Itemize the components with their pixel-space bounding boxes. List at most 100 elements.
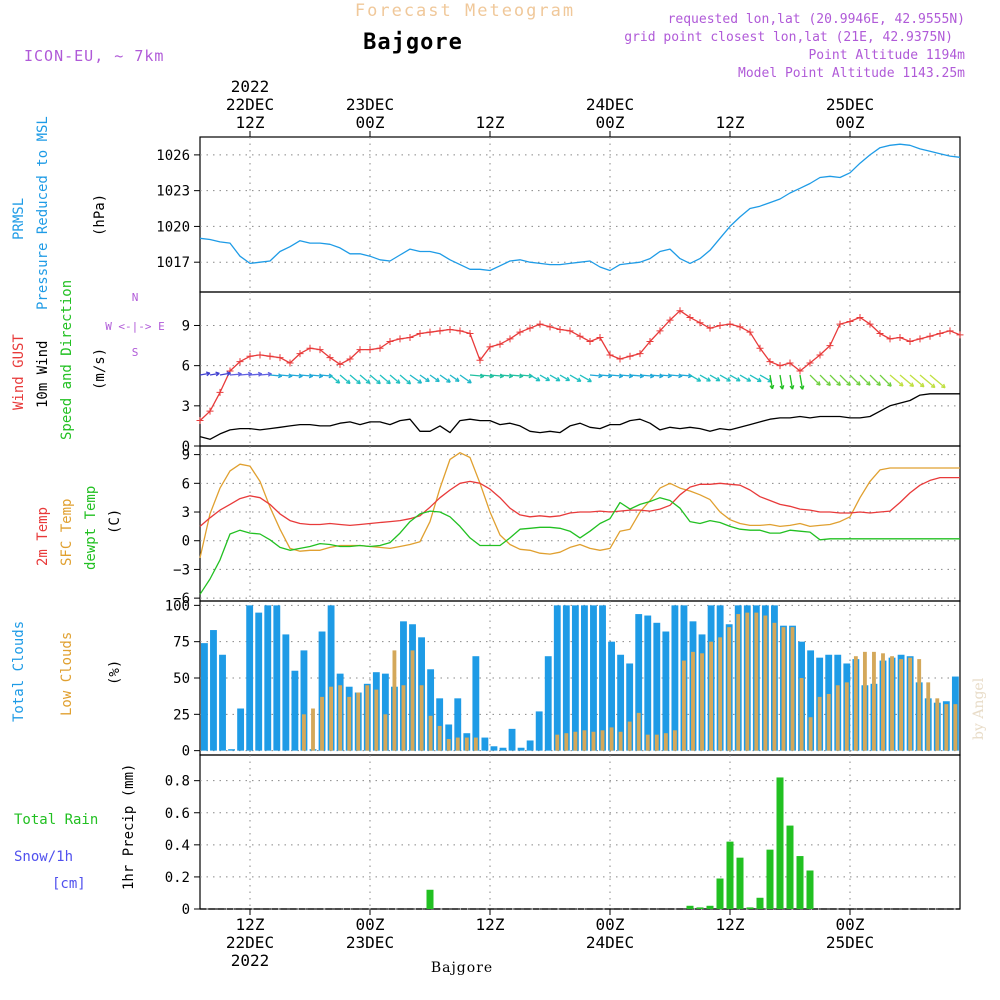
low-cloud-bar xyxy=(944,704,949,751)
low-cloud-bar xyxy=(347,696,352,751)
gust-marker xyxy=(886,335,894,343)
wind-arrow xyxy=(889,374,904,387)
low-cloud-bar xyxy=(365,685,370,751)
wind-arrowhead xyxy=(395,379,401,384)
low-cloud-bar xyxy=(636,712,641,751)
rain-bar xyxy=(426,889,434,909)
bottom-time-label: 25DEC xyxy=(826,933,874,952)
bottom-time-label: 24DEC xyxy=(586,933,634,952)
gust-marker xyxy=(716,321,724,329)
gust-marker xyxy=(266,352,274,360)
wind-arrow xyxy=(259,373,272,376)
wind-arrow xyxy=(229,373,242,376)
wind-arrowhead xyxy=(467,379,472,384)
wind-arrow xyxy=(729,374,741,382)
low-cloud-bar xyxy=(455,737,460,751)
y-tick-label: 9 xyxy=(182,318,190,334)
total-cloud-bar xyxy=(282,634,290,751)
snow-unit: [cm] xyxy=(52,876,86,892)
wind-arrowhead xyxy=(799,385,805,390)
low-cloud-bar xyxy=(917,659,922,751)
gust-marker xyxy=(556,325,564,333)
dewpt-temp-line xyxy=(199,497,960,595)
sfc-temp-line xyxy=(199,452,960,559)
low-cloud-bar xyxy=(473,737,478,751)
low-cloud-bar xyxy=(555,734,560,751)
gust-marker xyxy=(506,335,514,343)
gust-marker xyxy=(276,354,284,362)
wind-arrow xyxy=(269,374,282,377)
wind-arrow xyxy=(619,374,633,377)
gust-marker xyxy=(656,327,664,335)
wind-arrow xyxy=(869,374,881,386)
bottom-time-label: 12Z xyxy=(236,915,265,934)
wind-arrowhead xyxy=(715,376,721,382)
wind-arrow xyxy=(909,374,925,388)
top-time-label: 12Z xyxy=(476,113,505,132)
low-cloud-bar xyxy=(591,731,596,751)
wind-arrow xyxy=(539,374,550,382)
rain-bar xyxy=(736,857,744,909)
low-cloud-bar xyxy=(663,733,668,751)
wind-arrowhead xyxy=(736,377,741,382)
pressure-line xyxy=(199,143,961,272)
wind-arrow xyxy=(349,374,361,385)
gust-marker xyxy=(706,324,714,332)
wind-arrow xyxy=(719,374,731,382)
bottom-time-label: 23DEC xyxy=(346,933,394,952)
gust-marker xyxy=(636,350,644,358)
low-cloud-bar xyxy=(772,622,777,751)
temp2m-line xyxy=(199,476,960,527)
wind-arrow xyxy=(929,374,946,389)
total-cloud-bar xyxy=(608,641,615,751)
gust-marker xyxy=(566,327,574,335)
wind-arrow xyxy=(769,374,774,389)
bottom-time-label: 12Z xyxy=(716,915,745,934)
speed-direction-label: Speed and Direction xyxy=(59,280,75,440)
wind-arrowhead xyxy=(816,381,821,386)
wind-arrowhead xyxy=(706,377,711,382)
pressure-frame xyxy=(199,136,961,293)
total-cloud-bar xyxy=(318,631,326,751)
gust-marker xyxy=(686,313,694,321)
y-tick-label: 0.2 xyxy=(165,870,190,886)
low-cloud-bar xyxy=(356,692,361,751)
total-rain-label: Total Rain xyxy=(14,812,98,828)
gust-line xyxy=(199,310,961,422)
total-cloud-bar xyxy=(300,650,308,751)
y-tick-label: 3 xyxy=(182,399,190,415)
wind-arrowhead xyxy=(769,384,775,390)
gust-marker xyxy=(646,338,654,346)
top-time-label: 12Z xyxy=(716,113,745,132)
gust-marker xyxy=(496,340,504,348)
gust-marker xyxy=(366,346,374,354)
low-cloud-bar xyxy=(862,651,867,751)
gust-marker xyxy=(376,344,384,352)
gust-marker xyxy=(616,355,624,363)
total-cloud-bar xyxy=(671,605,679,751)
wind-arrow xyxy=(839,374,851,386)
gust-marker xyxy=(666,316,674,324)
rain-bar xyxy=(776,777,784,909)
wind-arrowhead xyxy=(746,377,752,382)
credit-label: by Angel xyxy=(971,677,987,740)
wind-arrow xyxy=(369,374,381,385)
gust-marker xyxy=(196,417,204,425)
gust-marker xyxy=(916,335,924,343)
total-cloud-bar xyxy=(635,614,643,751)
pressure-msl-label: Pressure Reduced to MSL xyxy=(35,116,51,310)
rain-bar xyxy=(686,905,694,909)
gust-marker xyxy=(756,344,764,352)
y-tick-label: 0.6 xyxy=(165,806,190,822)
temperature-plot: −6 −3 0 3 6 9 xyxy=(173,446,960,607)
low-cloud-bar xyxy=(654,734,659,751)
wind-arrow xyxy=(609,374,623,377)
total-cloud-bar xyxy=(481,737,489,751)
gust-marker xyxy=(346,355,354,363)
gust-marker xyxy=(316,346,324,354)
wind-arrow xyxy=(559,374,570,382)
wind-arrow xyxy=(509,374,524,377)
y-tick-label: 1023 xyxy=(156,184,190,200)
rain-bar xyxy=(756,897,764,909)
